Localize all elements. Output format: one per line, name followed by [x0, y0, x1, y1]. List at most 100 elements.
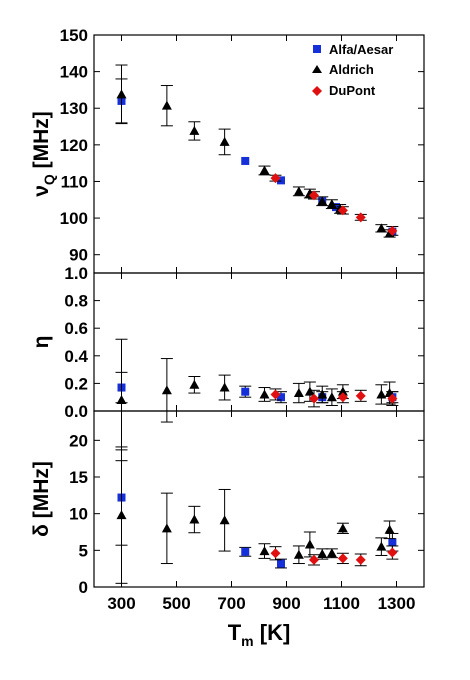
x-tick-label: 700	[217, 594, 245, 613]
nuQ-ytick-label: 100	[60, 209, 88, 228]
eta-aldrich-point	[376, 389, 387, 399]
eta-dupont-point	[270, 389, 281, 400]
nuQ-ytick-label: 120	[60, 136, 88, 155]
eta-dupont-point	[309, 393, 319, 404]
delta-ytick-label: 0	[79, 578, 88, 597]
nuQ-ytick-label: 130	[60, 99, 88, 118]
delta-aldrich-point	[337, 523, 348, 533]
x-tick-label: 900	[272, 594, 300, 613]
nuQ-panel-marks	[115, 64, 399, 238]
delta-panel-marks	[115, 446, 399, 584]
nuQ-y-label-sub: Q	[41, 174, 57, 185]
delta-alfa-aesar-point	[388, 538, 397, 547]
eta-alfa-aesar-point	[241, 387, 250, 396]
delta-dupont-point	[355, 554, 366, 565]
legend-label-alfa-aesar: Alfa/Aesar	[329, 42, 393, 57]
nuQ-y-label-main: ν	[30, 185, 53, 197]
nuQ-dupont-point	[270, 173, 281, 184]
nuQ-aldrich-point	[259, 165, 270, 175]
delta-dupont-point	[387, 547, 398, 558]
nuQ-ytick-label: 110	[61, 172, 88, 191]
nuQ-panel: 90 100 110 120 130 140 150 νQ [MHz] Alfa/Aesar…	[30, 26, 425, 274]
nuQ-aldrich-point	[293, 186, 304, 196]
delta-alfa-aesar-point	[277, 559, 285, 568]
legend-marker-aldrich	[312, 65, 322, 73]
x-tick-label: 1100	[323, 594, 360, 613]
delta-aldrich-point	[259, 546, 270, 556]
delta-y-axis-label: δ [MHz]	[30, 461, 53, 537]
delta-y-label-main: δ	[30, 524, 53, 537]
eta-ytick-label: 0.8	[64, 292, 88, 311]
delta-dupont-point	[309, 554, 319, 565]
x-tick-label: 300	[107, 594, 135, 613]
delta-aldrich-point	[293, 549, 304, 559]
eta-y-axis-label: η	[30, 336, 53, 349]
nuQ-dupont-point	[387, 225, 398, 236]
nuQ-panel-ticks: 90 100 110 120 130 140 150	[60, 26, 424, 273]
eta-panel: 0.0 0.2 0.4 0.6 0.8 1.0 η	[30, 264, 425, 462]
legend-marker-alfa-aesar	[313, 45, 321, 53]
eta-aldrich-point	[304, 386, 315, 396]
eta-panel-frame	[93, 272, 425, 412]
nuQ-aldrich-point	[189, 125, 200, 135]
nuQ-ytick-label: 150	[60, 26, 88, 45]
x-label-sub: m	[241, 633, 253, 649]
delta-aldrich-point	[304, 539, 315, 549]
legend-label-aldrich: Aldrich	[329, 62, 374, 77]
nuQ-aldrich-point	[161, 100, 172, 110]
legend-label-dupont: DuPont	[329, 83, 376, 98]
x-label-main: T	[228, 620, 242, 645]
nuQ-alfa-aesar-point	[241, 156, 250, 165]
eta-aldrich-point	[189, 379, 200, 389]
delta-aldrich-point	[326, 548, 337, 558]
nuQ-y-axis-label: νQ [MHz]	[30, 111, 57, 197]
eta-dupont-point	[355, 390, 366, 401]
eta-ytick-label: 0.0	[64, 402, 88, 421]
delta-aldrich-point	[376, 541, 387, 551]
legend-marker-dupont	[312, 86, 322, 96]
nuQ-alfa-aesar-point	[277, 176, 285, 185]
x-label-unit: [K]	[254, 620, 291, 645]
eta-aldrich-point	[293, 388, 304, 398]
eta-dupont-point	[387, 393, 398, 404]
delta-panel-ticks: 0 5 10 15 20	[69, 411, 424, 597]
legend: Alfa/Aesar Aldrich DuPont	[312, 42, 393, 98]
delta-dupont-point	[337, 553, 348, 564]
delta-panel-frame	[93, 410, 425, 588]
eta-dupont-point	[337, 392, 348, 403]
delta-panel: 0 5 10 15 20 δ [MHz]	[30, 410, 425, 597]
x-axis-label: Tm [K]	[228, 620, 291, 649]
x-axis-ticks: 300 500 700 900 1100 1300	[107, 594, 415, 613]
nuQ-aldrich-point	[116, 89, 127, 99]
x-tick-label: 500	[162, 594, 190, 613]
eta-aldrich-point	[219, 382, 230, 392]
x-tick-label: 1300	[378, 594, 416, 613]
delta-aldrich-point	[189, 514, 200, 524]
eta-ytick-label: 0.4	[64, 347, 88, 366]
delta-y-label-unit: [MHz]	[30, 461, 53, 524]
delta-ytick-label: 10	[69, 505, 88, 524]
nuQ-panel-frame	[93, 34, 425, 274]
nuQ-ytick-label: 140	[60, 63, 88, 82]
nuQ-dupont-point	[309, 190, 319, 201]
delta-ytick-label: 15	[69, 468, 88, 487]
eta-aldrich-point	[116, 394, 127, 404]
nuQ-dupont-point	[337, 205, 348, 216]
nuQ-y-label-unit: [MHz]	[30, 111, 53, 174]
nuQ-aldrich-point	[219, 136, 230, 146]
nuQ-aldrich-point	[326, 199, 337, 209]
eta-ytick-label: 1.0	[64, 264, 88, 283]
eta-aldrich-point	[326, 392, 337, 402]
delta-alfa-aesar-point	[241, 547, 250, 556]
delta-aldrich-point	[116, 510, 127, 520]
eta-ytick-label: 0.2	[64, 374, 88, 393]
eta-aldrich-point	[317, 389, 328, 399]
nuQ-ytick-label: 90	[69, 246, 88, 265]
eta-alfa-aesar-point	[277, 393, 285, 402]
delta-aldrich-point	[384, 524, 395, 534]
delta-aldrich-point	[161, 523, 172, 533]
nuQ-aldrich-point	[317, 196, 328, 206]
eta-aldrich-point	[161, 385, 172, 395]
eta-panel-marks	[115, 338, 399, 462]
